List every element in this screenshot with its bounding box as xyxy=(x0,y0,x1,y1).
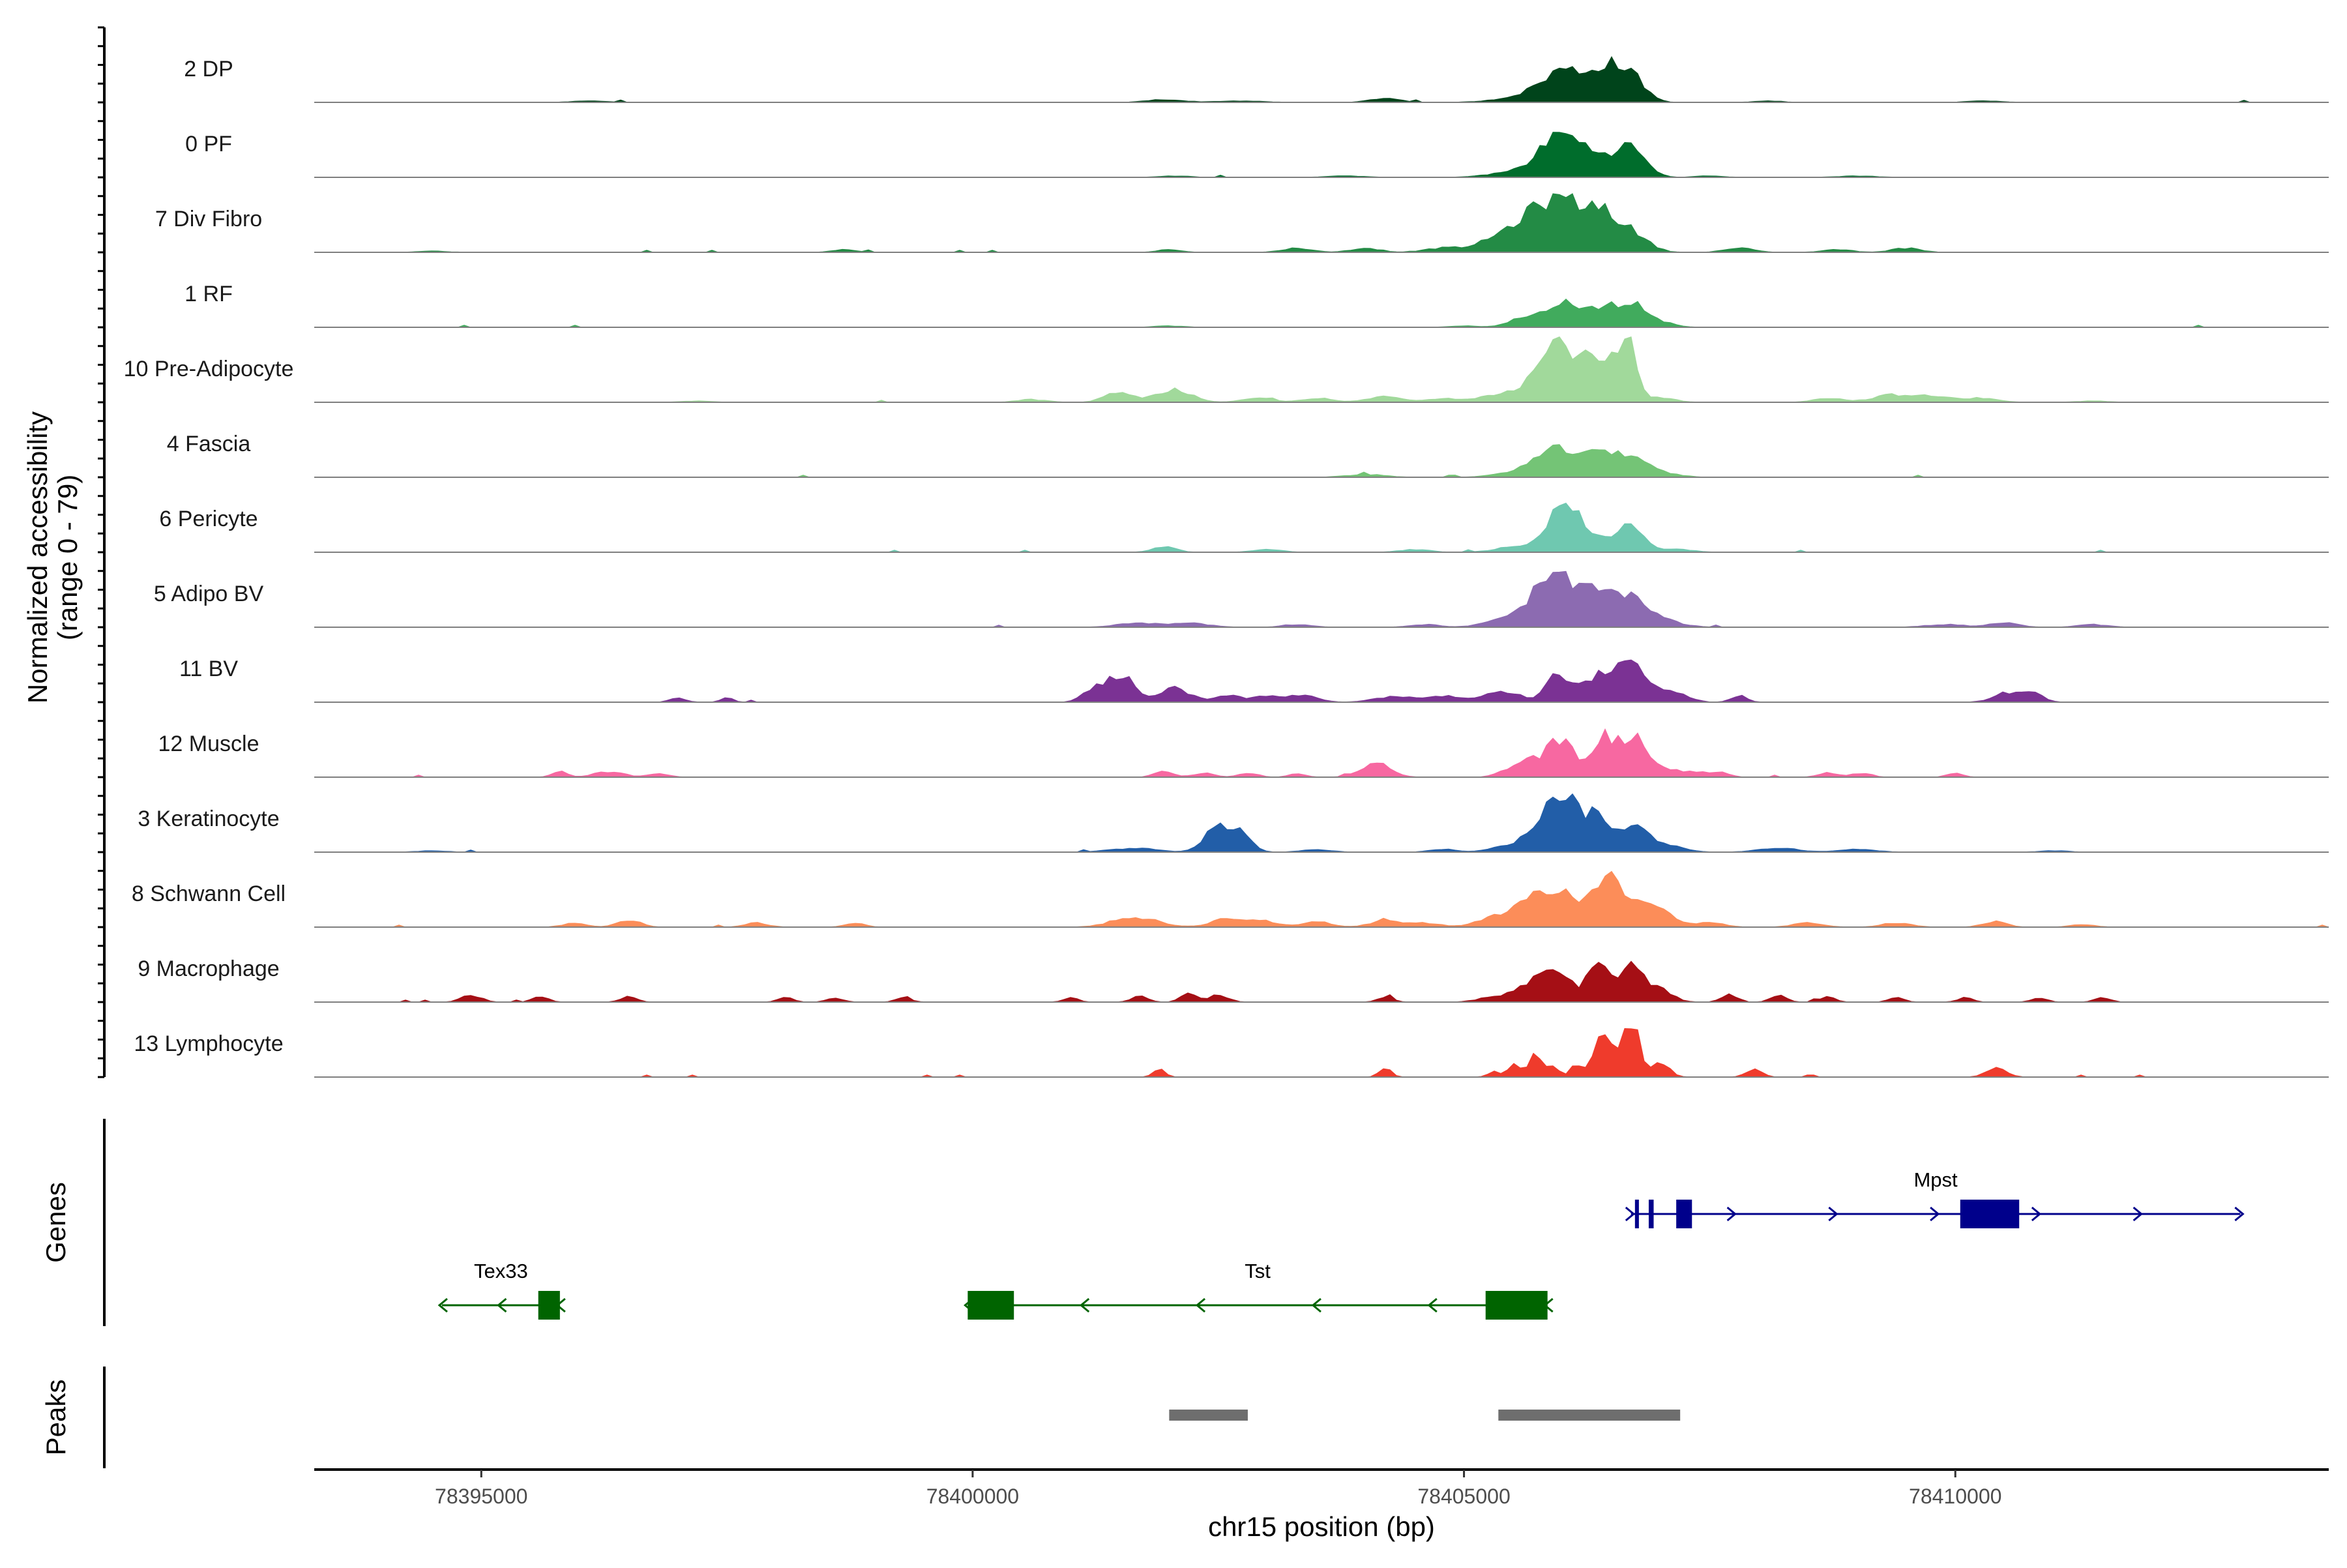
coverage-track: 12 Muscle xyxy=(158,728,2329,778)
track-label: 10 Pre-Adipocyte xyxy=(124,357,294,381)
coverage-track: 1 RF xyxy=(185,282,2329,328)
y-axis-title-line2: (range 0 - 79) xyxy=(52,475,83,640)
coverage-track: 10 Pre-Adipocyte xyxy=(124,336,2329,403)
strand-arrow xyxy=(2234,1206,2245,1222)
coverage-track: 8 Schwann Cell xyxy=(132,870,2329,928)
gene-model: Tex33 xyxy=(437,1260,566,1320)
peak-regions xyxy=(1169,1410,1681,1421)
exon xyxy=(1634,1200,1639,1228)
track-label: 3 Keratinocyte xyxy=(138,806,279,831)
track-label: 7 Div Fibro xyxy=(155,207,262,231)
x-axis-title: chr15 position (bp) xyxy=(1208,1511,1435,1542)
coverage-track: 11 BV xyxy=(179,657,2329,703)
coverage-track: 7 Div Fibro xyxy=(155,193,2329,253)
strand-arrow xyxy=(1726,1206,1737,1222)
gene-label: Mpst xyxy=(1913,1168,1958,1191)
coverage-track: 4 Fascia xyxy=(167,432,2329,478)
track-label: 8 Schwann Cell xyxy=(132,881,286,906)
track-label: 12 Muscle xyxy=(158,732,259,756)
x-tick-label: 78395000 xyxy=(435,1485,527,1508)
coverage-tracks: 2 DP 0 PF 7 Div Fibro 1 RF 10 Pre-Adipocyte 4… xyxy=(124,55,2329,1078)
track-label: 5 Adipo BV xyxy=(154,582,264,606)
coverage-track: 0 PF xyxy=(185,132,2329,178)
exon xyxy=(1648,1200,1654,1228)
coverage-track: 13 Lymphocyte xyxy=(134,1028,2329,1078)
gene-label: Tst xyxy=(1245,1260,1271,1282)
x-tick-label: 78400000 xyxy=(926,1485,1019,1508)
exon xyxy=(967,1291,1014,1320)
peaks-panel-title: Peaks xyxy=(40,1380,71,1456)
exon xyxy=(538,1291,560,1320)
exon xyxy=(1676,1200,1692,1228)
strand-arrow xyxy=(497,1297,507,1313)
gene-model: Mpst xyxy=(1625,1168,2245,1228)
strand-arrow xyxy=(1079,1297,1090,1313)
track-label: 6 Pericyte xyxy=(159,507,258,531)
track-label: 0 PF xyxy=(185,132,232,156)
coverage-track: 6 Pericyte xyxy=(159,503,2329,553)
track-label: 11 BV xyxy=(179,657,238,681)
coverage-track: 3 Keratinocyte xyxy=(138,793,2329,853)
coverage-y-axis xyxy=(98,26,106,1078)
gene-label: Tex33 xyxy=(474,1260,528,1282)
strand-arrow xyxy=(1930,1206,1940,1222)
strand-arrow xyxy=(1427,1297,1438,1313)
track-label: 1 RF xyxy=(185,282,233,306)
y-axis-title-line1: Normalized accessibility xyxy=(22,411,53,703)
coverage-track: 9 Macrophage xyxy=(138,956,2329,1003)
strand-arrow xyxy=(1311,1297,1321,1313)
coverage-track: 5 Adipo BV xyxy=(154,570,2329,628)
coverage-area xyxy=(314,870,2329,928)
strand-arrow xyxy=(2133,1206,2143,1222)
strand-arrow xyxy=(1625,1206,1636,1222)
peak-bar xyxy=(1169,1410,1248,1421)
exon xyxy=(1960,1200,2020,1228)
x-axis: 78395000 78400000 78405000 78410000 xyxy=(435,1470,2001,1508)
strand-arrow xyxy=(2031,1206,2042,1222)
track-label: 9 Macrophage xyxy=(138,956,279,981)
strand-arrow xyxy=(1195,1297,1206,1313)
x-tick-label: 78405000 xyxy=(1417,1485,1510,1508)
track-label: 13 Lymphocyte xyxy=(134,1031,283,1056)
gene-model: Tst xyxy=(964,1260,1554,1320)
x-tick-label: 78410000 xyxy=(1909,1485,2001,1508)
peak-bar xyxy=(1498,1410,1681,1421)
coverage-track: 2 DP xyxy=(184,55,2329,103)
strand-arrow xyxy=(1828,1206,1838,1222)
exon xyxy=(1485,1291,1548,1320)
strand-arrow xyxy=(437,1297,448,1313)
genes-panel-title: Genes xyxy=(40,1182,71,1263)
gene-annotations: Tst Tex33 Mpst xyxy=(437,1168,2245,1320)
track-label: 4 Fascia xyxy=(167,432,251,456)
track-label: 2 DP xyxy=(184,57,233,81)
